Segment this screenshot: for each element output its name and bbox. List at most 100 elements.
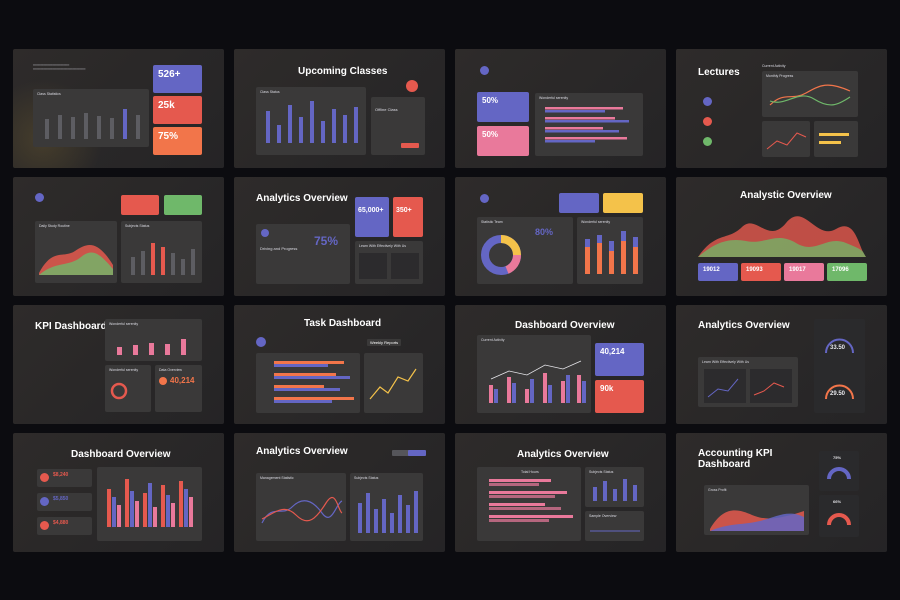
gauge-chart: [110, 382, 128, 400]
bar: [277, 125, 281, 143]
money-card-1: $8,240: [37, 469, 92, 487]
bar: [274, 376, 350, 379]
bar: [310, 101, 314, 143]
subjects-status-panel: Subjects Status: [585, 467, 644, 507]
money-card-3: $4,880: [37, 517, 92, 535]
monthly-progress-panel: Monthly Progress: [762, 71, 858, 117]
bar: [133, 345, 138, 355]
bar: [274, 400, 332, 403]
wonderful-serenity-panel-1: Wonderful serenity: [105, 319, 202, 361]
slide-11[interactable]: Dashboard Overview Current Activity 40,2…: [455, 305, 666, 424]
bar: [274, 364, 328, 367]
bar: [189, 497, 193, 527]
stat-value: 19093: [746, 267, 763, 273]
slide-1[interactable]: ━━━━━━━━━━━━━━━━━━━━ ━━━━━━━━━━━━━━━━━━━━…: [13, 49, 224, 168]
bar: [274, 373, 336, 376]
bar: [274, 397, 354, 400]
bar: [117, 505, 121, 527]
panel-title: Data Overview: [159, 368, 182, 372]
bar: [117, 347, 122, 355]
bar: [489, 479, 551, 482]
class-status-panel: Class Status: [256, 87, 366, 155]
bar: [489, 519, 549, 522]
area-series: [710, 513, 804, 531]
slide-7[interactable]: Statistic Team 80% Wonderful serenity: [455, 177, 666, 296]
slide-16[interactable]: Accounting KPI Dashboard Gross Profit 75…: [676, 433, 887, 552]
sub-title: Current Activity: [762, 64, 786, 68]
bar: [489, 503, 545, 506]
profile-icon: [480, 194, 489, 203]
gauge-value: 66%: [833, 499, 842, 504]
bar: [288, 105, 292, 143]
bar: [274, 388, 340, 391]
panel-title: Class Status: [260, 90, 280, 94]
panel-title: Wonderful serenity: [109, 322, 139, 326]
kpi-card: [121, 195, 159, 215]
horizontal-bar-chart: [489, 479, 573, 522]
stat-card-3: 19017: [784, 263, 824, 281]
line-chart: [766, 132, 807, 150]
panel-title: Class Statistics: [37, 92, 61, 96]
stat-value: 19017: [789, 267, 806, 273]
kpi-value: 50%: [482, 96, 499, 105]
line-chart: [369, 368, 417, 400]
slide-10[interactable]: Task Dashboard Weekly Reports: [234, 305, 445, 424]
area-chart: [698, 216, 866, 257]
filter-button[interactable]: [392, 450, 410, 456]
slide-4[interactable]: Lectures Current Activity Monthly Progre…: [676, 49, 887, 168]
profile-icon: [480, 66, 489, 75]
line-series: [769, 95, 851, 106]
slide-grid: ━━━━━━━━━━━━━━━━━━━━ ━━━━━━━━━━━━━━━━━━━━…: [13, 49, 887, 552]
wonderful-serenity-panel: Wonderful serenity: [535, 93, 643, 156]
slide-6[interactable]: Analytics Overview 65,000+ 350+ 75% Driv…: [234, 177, 445, 296]
gauge-value: 75%: [833, 455, 842, 460]
slide-15[interactable]: Analytics Overview Total Hours Subjects …: [455, 433, 666, 552]
slide-8[interactable]: Analystic Overview 19012 19093 19017 170…: [676, 177, 887, 296]
slide-9[interactable]: KPI Dashboard Wonderful serenity Wonderf…: [13, 305, 224, 424]
sample-overview-panel: Sample Overview: [585, 511, 644, 541]
learn-panel: Learn With Effectively With Us: [355, 241, 423, 284]
panel-subtitle: Driving and Progress: [260, 246, 298, 251]
money-value: $4,880: [53, 520, 69, 526]
slide-title: KPI Dashboard: [35, 321, 107, 332]
bar: [112, 497, 116, 527]
bar: [84, 113, 88, 139]
slide-3[interactable]: 50% 50% Wonderful serenity: [455, 49, 666, 168]
panel-title: Management Statistic: [260, 476, 294, 480]
statistic-team-panel: Statistic Team 80%: [477, 217, 573, 284]
bar: [179, 481, 183, 527]
bar: [597, 235, 602, 243]
gauge-value-1: 33.50: [830, 345, 846, 351]
bar: [613, 489, 617, 501]
lecture-icon: [703, 137, 712, 146]
slide-title: Analytics Overview: [517, 449, 609, 460]
kpi-value: 90k: [600, 384, 614, 393]
bar: [545, 137, 627, 140]
bar: [135, 501, 139, 527]
kpi-value: 65,000+: [358, 207, 384, 214]
slide-13[interactable]: Dashboard Overview $8,240 $5,850 $4,880: [13, 433, 224, 552]
stat-card-2: 19093: [741, 263, 781, 281]
slide-5[interactable]: Daily Study Routine Subjects Status: [13, 177, 224, 296]
bar: [299, 117, 303, 143]
bar: [274, 361, 344, 364]
weekly-reports-tab[interactable]: Weekly Reports: [367, 339, 402, 346]
mini-chart: [704, 369, 746, 403]
stacked-bar-chart: [585, 231, 638, 274]
bar: [358, 503, 362, 533]
filter-button-active[interactable]: [408, 450, 426, 456]
mini-chart: [391, 253, 419, 279]
subjects-status-panel: Subjects Status: [350, 473, 423, 541]
donut-segment: [505, 254, 521, 274]
action-button[interactable]: [401, 143, 419, 148]
slide-14[interactable]: Analytics Overview Management Statistic …: [234, 433, 445, 552]
slide-2[interactable]: Upcoming Classes Class Status Offline Cl…: [234, 49, 445, 168]
driving-progress-panel: 75% Driving and Progress: [256, 224, 350, 284]
bar: [585, 239, 590, 247]
bar: [489, 385, 493, 403]
slide-12[interactable]: Analytics Overview Learn With Effectivel…: [676, 305, 887, 424]
kpi-value: 526+: [158, 69, 181, 80]
panel-title: Offline Class: [375, 107, 398, 112]
stat-value: 17096: [832, 267, 849, 273]
lecture-icon: [703, 97, 712, 106]
